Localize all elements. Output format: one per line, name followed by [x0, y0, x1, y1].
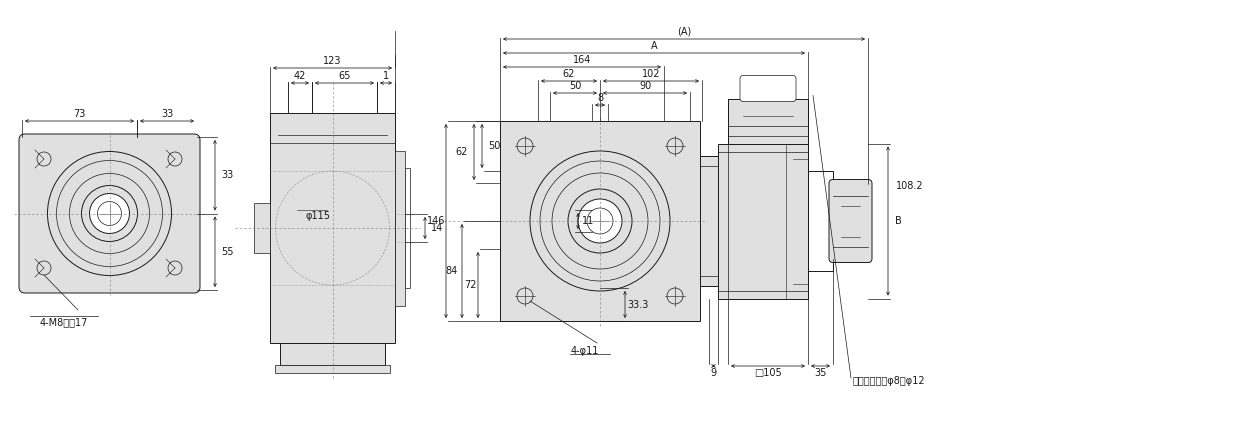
Text: 73: 73 [74, 109, 86, 119]
Bar [500, 121, 700, 321]
FancyBboxPatch shape [19, 134, 200, 293]
Text: 33.3: 33.3 [628, 300, 649, 310]
Circle shape [98, 201, 121, 226]
Text: 4-M8深さ17: 4-M8深さ17 [40, 317, 89, 327]
Text: 108.2: 108.2 [896, 181, 924, 191]
FancyBboxPatch shape [740, 75, 796, 101]
Text: 55: 55 [221, 247, 234, 257]
Text: 62: 62 [562, 69, 575, 79]
Text: 33: 33 [161, 109, 172, 119]
Text: 102: 102 [641, 69, 660, 79]
Circle shape [588, 208, 612, 234]
FancyBboxPatch shape [829, 180, 872, 262]
Bar [280, 343, 385, 365]
Text: □105: □105 [754, 368, 782, 378]
Text: B: B [895, 216, 901, 226]
Text: 11: 11 [582, 216, 594, 226]
Text: 35: 35 [814, 368, 826, 378]
Text: 14: 14 [431, 223, 444, 233]
Bar [275, 365, 390, 373]
Circle shape [81, 185, 138, 242]
Bar [270, 113, 395, 343]
Text: 50: 50 [569, 81, 581, 91]
Text: 90: 90 [639, 81, 651, 91]
Text: 50: 50 [488, 141, 500, 151]
Bar [718, 143, 808, 298]
Text: A: A [651, 41, 658, 51]
Bar [254, 203, 270, 253]
Circle shape [90, 194, 130, 233]
Text: 1: 1 [382, 71, 389, 81]
Text: 84: 84 [446, 266, 458, 276]
Text: 8: 8 [598, 93, 602, 103]
Bar [808, 171, 832, 271]
Bar [405, 168, 410, 288]
Text: 65: 65 [339, 71, 351, 81]
Text: 適合コード径φ8～φ12: 適合コード径φ8～φ12 [853, 376, 925, 386]
Text: 33: 33 [221, 170, 232, 180]
Text: 42: 42 [294, 71, 306, 81]
Text: 9: 9 [710, 368, 716, 378]
Bar [395, 151, 405, 306]
Circle shape [568, 189, 632, 253]
Text: 164: 164 [572, 55, 591, 65]
Text: 4-φ11: 4-φ11 [571, 346, 599, 356]
Text: 123: 123 [324, 56, 341, 66]
Circle shape [578, 199, 622, 243]
Bar [728, 98, 808, 143]
Bar [700, 156, 718, 286]
Text: (A): (A) [678, 27, 691, 37]
Text: 146: 146 [426, 216, 445, 226]
Text: 62: 62 [456, 147, 469, 157]
Text: φ115: φ115 [305, 211, 330, 221]
Text: 72: 72 [464, 280, 476, 290]
